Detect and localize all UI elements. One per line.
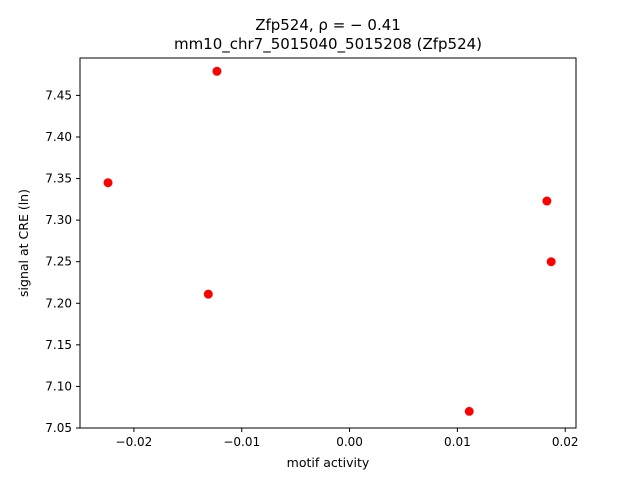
y-tick-label: 7.35 <box>45 172 72 186</box>
data-point-5 <box>542 196 552 206</box>
y-axis-label: signal at CRE (ln) <box>16 189 31 297</box>
y-tick-label: 7.45 <box>45 88 72 102</box>
y-tick-label: 7.30 <box>45 213 72 227</box>
x-axis-label: motif activity <box>287 455 370 470</box>
y-tick-label: 7.40 <box>45 130 72 144</box>
data-point-6 <box>546 257 556 267</box>
x-tick-label: −0.02 <box>116 435 153 449</box>
plot-frame <box>79 57 577 429</box>
y-tick-label: 7.20 <box>45 296 72 310</box>
x-tick-label: 0.00 <box>336 435 363 449</box>
x-tick-label: 0.02 <box>552 435 579 449</box>
data-point-3 <box>203 289 213 299</box>
y-axis-ticks: 7.05 7.10 7.15 7.20 7.25 7.30 7.35 7.40 7.45 <box>45 88 80 435</box>
x-tick-label: −0.01 <box>223 435 260 449</box>
y-tick-label: 7.25 <box>45 255 72 269</box>
x-axis-ticks: −0.02 −0.01 0.00 0.01 0.02 <box>116 428 579 449</box>
chart-title-line1: Zfp524, ρ = − 0.41 <box>255 16 401 34</box>
y-tick-label: 7.05 <box>45 421 72 435</box>
data-points <box>103 66 556 416</box>
data-point-4 <box>464 406 474 416</box>
chart-title-line2: mm10_chr7_5015040_5015208 (Zfp524) <box>174 35 482 54</box>
x-tick-label: 0.01 <box>444 435 471 449</box>
y-tick-label: 7.10 <box>45 379 72 393</box>
data-point-2 <box>212 66 222 76</box>
data-point-1 <box>103 178 113 188</box>
y-tick-label: 7.15 <box>45 338 72 352</box>
